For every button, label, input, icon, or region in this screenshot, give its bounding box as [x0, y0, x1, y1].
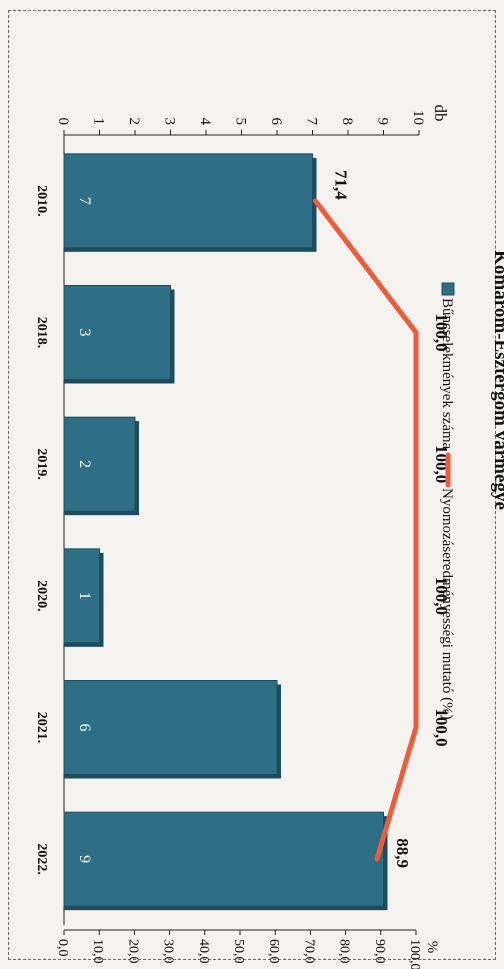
- category-label: 2021.: [34, 712, 49, 744]
- line-value-label: 71,4: [331, 170, 350, 200]
- right-axis-label: %: [424, 941, 440, 954]
- right-tick-label: 100,0: [407, 939, 422, 969]
- bar: [63, 680, 278, 775]
- bar-value-label: 7: [76, 197, 93, 205]
- left-tick-label: 2: [126, 118, 142, 126]
- left-tick-label: 10: [410, 110, 426, 125]
- left-tick-label: 8: [339, 118, 355, 126]
- bar: [63, 416, 136, 512]
- bar-layer: [63, 153, 388, 911]
- bar: [63, 811, 384, 907]
- chart-title: Komárom-Esztergom vármegye: [490, 250, 504, 510]
- legend-line-label: Nyomozáseredményességi mutató (%): [439, 488, 455, 720]
- right-tick-label: 0,0: [55, 939, 70, 957]
- bar-value-label: 1: [76, 592, 93, 600]
- right-tick-label: 40,0: [196, 939, 211, 964]
- line-value-label: 100,0: [432, 313, 451, 351]
- category-label: 2022.: [34, 843, 49, 875]
- grid-layer: [63, 130, 420, 935]
- text-layer: 0 1 2 3 4 5 6 7 8 9 100,0 10,0 20,0 30,0 40,0 50,0 60,0 7…: [34, 105, 504, 969]
- left-tick-label: 1: [91, 118, 107, 126]
- right-tick-label: 70,0: [301, 939, 316, 964]
- left-tick-label: 0: [55, 118, 71, 126]
- bar: [63, 153, 313, 249]
- bar: [63, 548, 100, 644]
- left-tick-label: 7: [304, 118, 320, 126]
- line-series-percent: [312, 198, 419, 862]
- chart-rotated-group: 0 1 2 3 4 5 6 7 8 9 100,0 10,0 20,0 30,0 40,0 50,0 60,0 7…: [34, 105, 504, 969]
- bar: [63, 285, 171, 380]
- line-value-label: 100,0: [432, 708, 451, 746]
- left-tick-label: 4: [197, 118, 213, 126]
- bar-value-label: 2: [76, 460, 93, 468]
- line-value-label: 88,9: [393, 838, 412, 868]
- left-tick-label: 9: [375, 118, 391, 126]
- left-axis-label: db: [431, 105, 450, 122]
- category-label: 2018.: [34, 317, 49, 349]
- right-tick-label: 60,0: [266, 939, 281, 964]
- category-label: 2019.: [34, 448, 49, 480]
- bar-value-label: 6: [76, 724, 93, 732]
- right-tick-label: 90,0: [372, 939, 387, 964]
- left-tick-label: 5: [233, 118, 249, 126]
- right-tick-label: 30,0: [161, 939, 176, 964]
- right-tick-label: 20,0: [125, 939, 140, 964]
- line-layer: [312, 198, 419, 862]
- left-tick-label: 6: [268, 118, 284, 126]
- legend-bar-swatch: [441, 282, 455, 296]
- legend-bar-label: Bűncselekmények száma: [439, 298, 455, 450]
- right-tick-label: 80,0: [337, 939, 352, 964]
- bar-value-label: 9: [76, 855, 93, 863]
- right-tick-label: 50,0: [231, 939, 246, 964]
- category-label: 2010.: [34, 185, 49, 217]
- left-tick-label: 3: [162, 118, 178, 126]
- category-label: 2020.: [34, 580, 49, 612]
- right-tick-label: 10,0: [90, 939, 105, 964]
- bar-value-label: 3: [76, 329, 93, 337]
- line-value-label: 100,0: [432, 577, 451, 615]
- chart-frame: [8, 10, 496, 960]
